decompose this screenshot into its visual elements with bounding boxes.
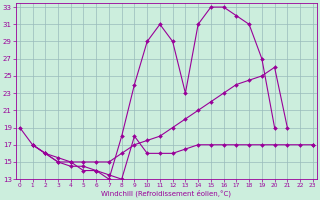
X-axis label: Windchill (Refroidissement éolien,°C): Windchill (Refroidissement éolien,°C) <box>101 190 231 197</box>
